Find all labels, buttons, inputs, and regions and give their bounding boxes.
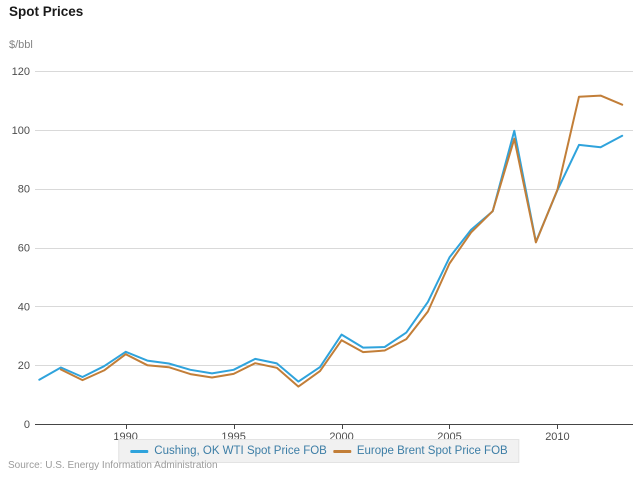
legend-item-wti[interactable]: Cushing, OK WTI Spot Price FOB bbox=[130, 445, 327, 457]
series-line-brent bbox=[59, 94, 624, 388]
series-line-wti bbox=[38, 129, 624, 383]
y-tick-label-120: 120 bbox=[12, 66, 30, 78]
chart-legend: Cushing, OK WTI Spot Price FOB Europe Bre… bbox=[118, 439, 520, 463]
y-tick-label-20: 20 bbox=[18, 360, 30, 372]
y-tick-label-80: 80 bbox=[18, 184, 30, 196]
source-note: Source: U.S. Energy Information Administ… bbox=[8, 460, 218, 471]
y-tick-label-40: 40 bbox=[18, 301, 30, 313]
y-axis-units-label: $/bbl bbox=[9, 39, 33, 51]
legend-item-brent[interactable]: Europe Brent Spot Price FOB bbox=[332, 445, 508, 457]
legend-swatch-wti bbox=[130, 449, 149, 453]
legend-label-brent: Europe Brent Spot Price FOB bbox=[356, 445, 508, 457]
legend-label-wti: Cushing, OK WTI Spot Price FOB bbox=[154, 445, 327, 457]
y-tick-label-0: 0 bbox=[24, 419, 30, 431]
legend-swatch-brent bbox=[332, 449, 351, 453]
y-tick-label-100: 100 bbox=[12, 125, 30, 137]
x-tick-label-2010: 2010 bbox=[545, 431, 569, 443]
y-tick-label-60: 60 bbox=[18, 243, 30, 255]
chart-title: Spot Prices bbox=[9, 4, 84, 19]
